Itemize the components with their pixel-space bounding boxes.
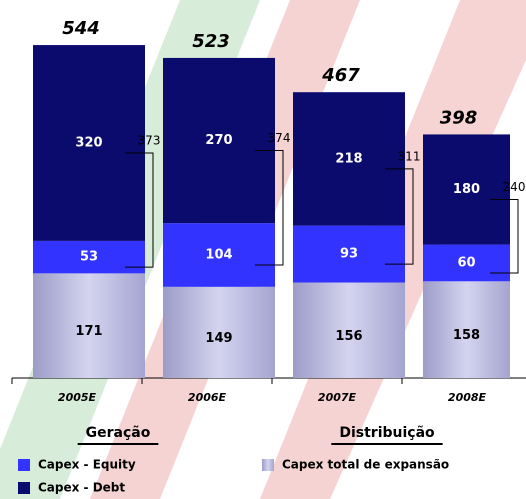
total-label: 398: [440, 107, 478, 128]
segment-label: 93: [340, 247, 358, 262]
legend-label: Capex total de expansão: [282, 458, 449, 472]
segment-label: 218: [335, 151, 362, 166]
bracket-label: 374: [268, 131, 291, 145]
legend-label: Capex - Debt: [38, 481, 125, 495]
legend-swatch: [262, 459, 274, 471]
segment-label: 53: [80, 250, 98, 265]
x-tick-label: 2006E: [188, 391, 227, 404]
legend-heading: Distribuição: [339, 425, 435, 441]
segment-label: 270: [205, 133, 232, 148]
segment-label: 320: [75, 135, 102, 150]
total-label: 467: [321, 65, 360, 86]
x-tick-label: 2005E: [58, 391, 97, 404]
segment-label: 156: [335, 329, 362, 344]
segment-label: 158: [453, 328, 480, 343]
legend-swatch: [18, 459, 30, 471]
legend-swatch: [18, 482, 30, 494]
legend-label: Capex - Equity: [38, 458, 136, 472]
segment-label: 60: [457, 255, 475, 270]
chart: 171 53 320 544 373 2005E 149 104 270 523 374 2006E 1…: [0, 0, 526, 499]
x-tick-label: 2007E: [318, 391, 357, 404]
total-label: 544: [62, 18, 100, 39]
x-tick-label: 2008E: [448, 391, 487, 404]
segment-label: 180: [453, 182, 480, 197]
bracket-label: 373: [138, 133, 161, 147]
segment-label: 171: [75, 324, 102, 339]
legend-heading: Geração: [86, 425, 151, 441]
total-label: 523: [192, 31, 230, 52]
segment-label: 104: [205, 247, 232, 262]
segment-label: 149: [205, 331, 232, 346]
bracket-label: 240: [503, 180, 526, 194]
bracket-label: 311: [398, 149, 421, 163]
